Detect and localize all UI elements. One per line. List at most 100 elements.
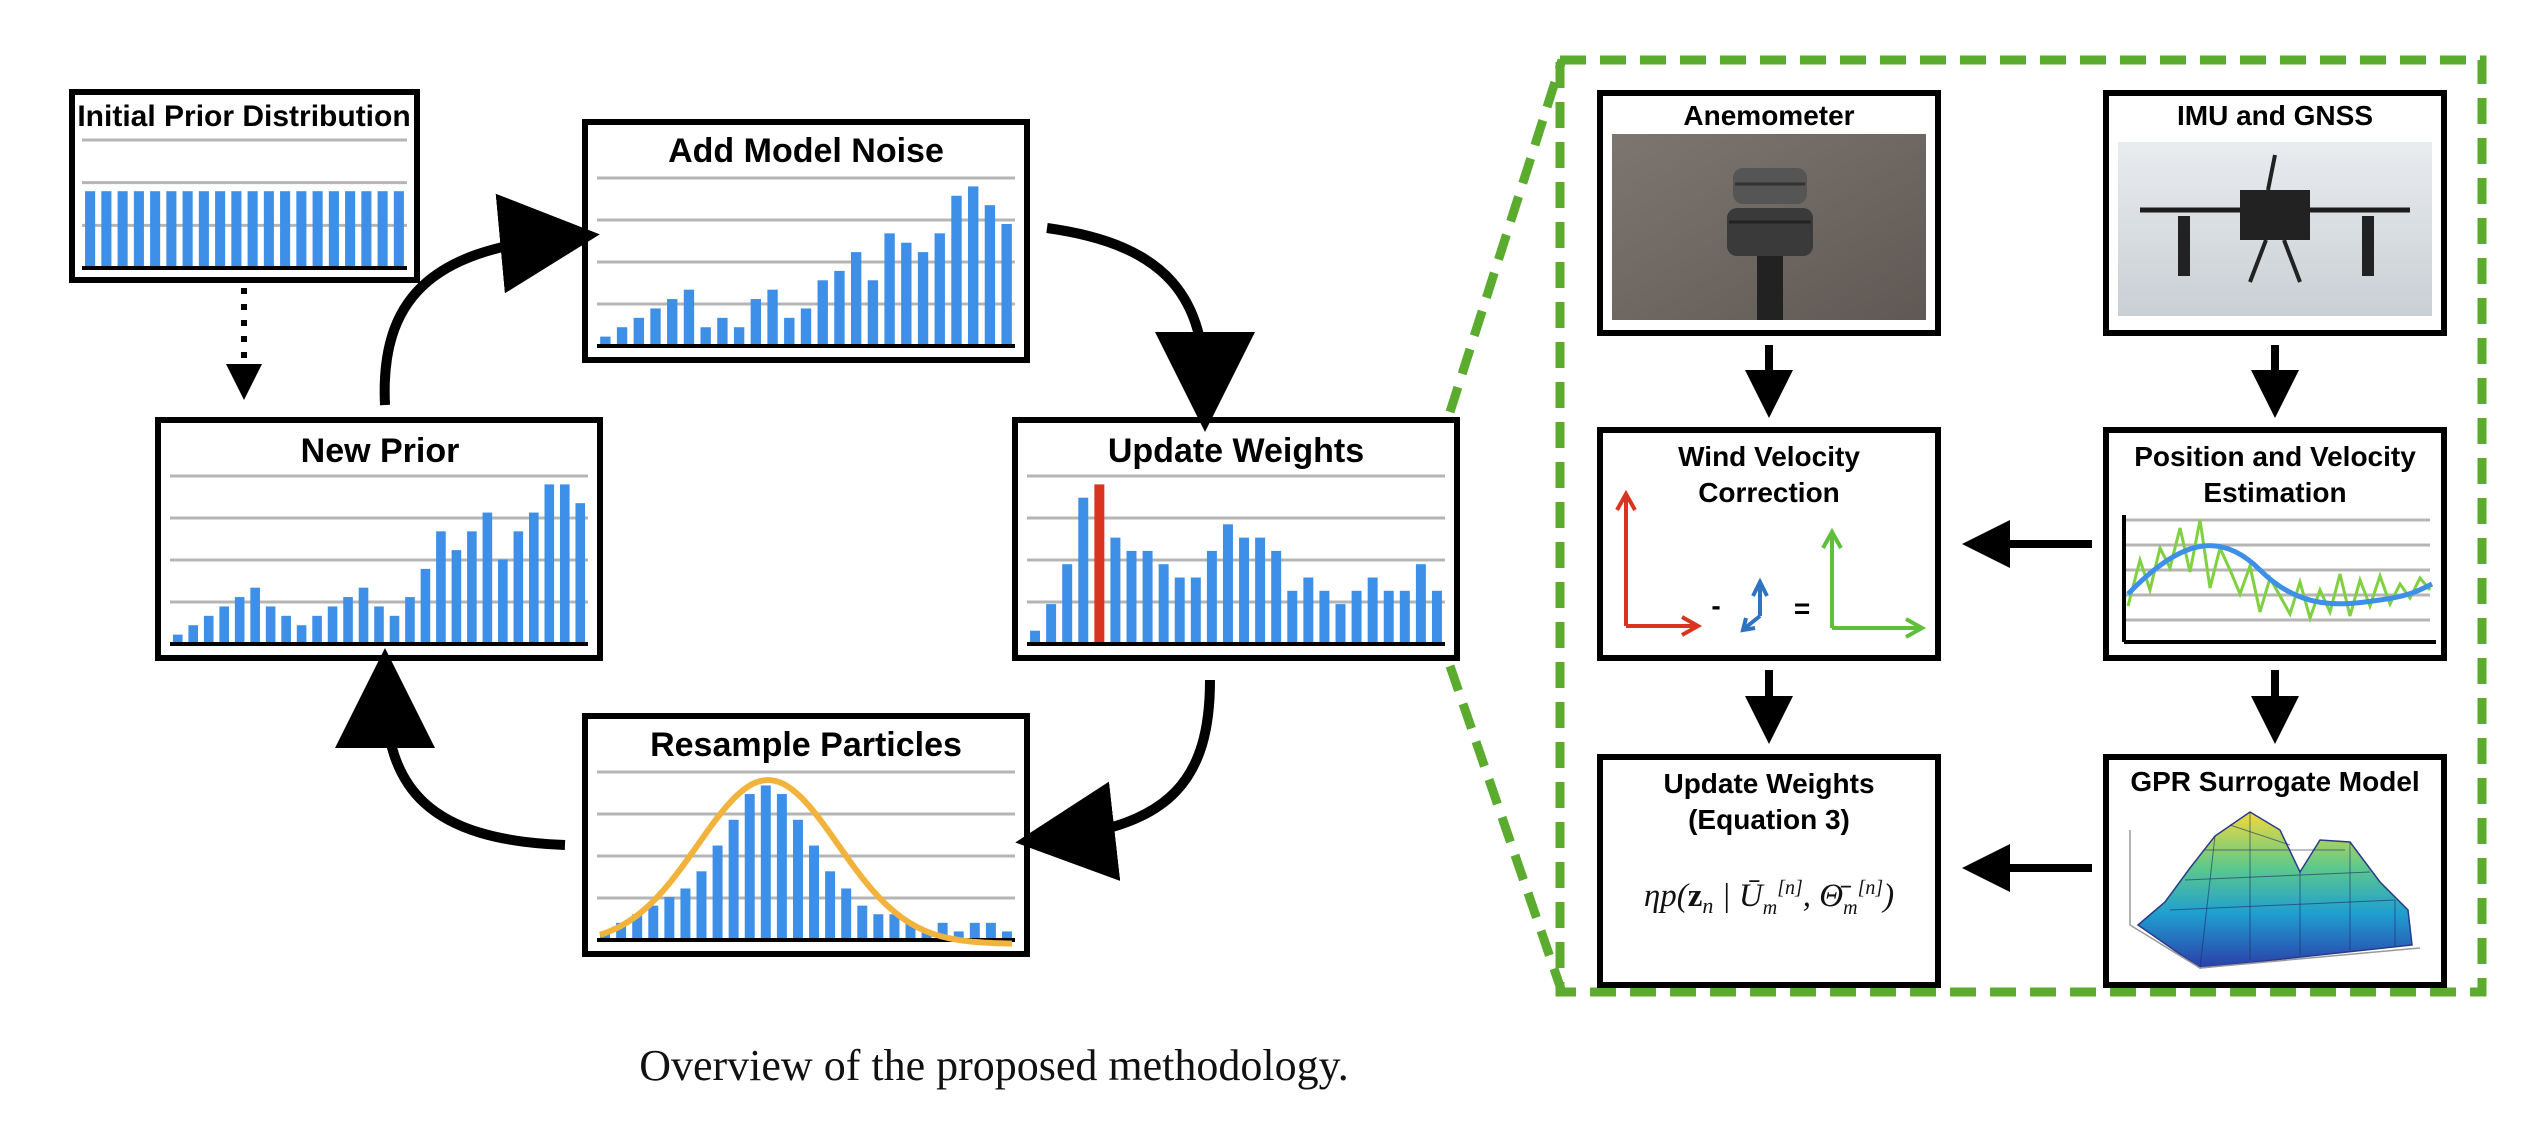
add-model-noise-panel: Add Model Noise (582, 119, 1030, 363)
bar (420, 568, 431, 644)
wind-velocity-panel: Wind Velocity Correction - = (1597, 427, 1941, 661)
bar (133, 191, 144, 268)
bar (498, 559, 508, 644)
bar (544, 484, 555, 644)
update-weights-chart (1027, 474, 1445, 646)
bar (219, 606, 229, 644)
bar (616, 327, 628, 346)
bar (1062, 564, 1073, 644)
bar (1126, 550, 1137, 644)
bar (265, 606, 276, 644)
arrow-update-to-resample (1015, 679, 1215, 881)
bar (792, 819, 803, 940)
resample-particles-title: Resample Particles (650, 726, 962, 764)
bar (1415, 564, 1426, 644)
bar (215, 191, 226, 268)
bar (889, 914, 900, 940)
initial-prior-chart (82, 138, 407, 270)
bar (809, 845, 820, 940)
update-weights-eq-panel: Update Weights (Equation 3) ηp(zn | Ūm[n… (1597, 754, 1941, 988)
update-weights-title: Update Weights (1108, 432, 1364, 470)
bar (296, 191, 307, 268)
bar (667, 299, 678, 346)
bar (263, 191, 274, 268)
bar (744, 794, 755, 940)
bar (834, 270, 845, 346)
bar (85, 191, 96, 268)
gpr-surface-plot (2129, 811, 2421, 969)
position-velocity-title-1: Position and Velocity (2134, 441, 2416, 472)
bar (312, 191, 323, 268)
bar (825, 871, 836, 940)
bar (513, 531, 524, 644)
bar (377, 191, 388, 268)
bar (776, 794, 787, 940)
bar (345, 191, 356, 268)
bar (969, 922, 980, 940)
bar (312, 615, 322, 644)
bar (451, 550, 462, 644)
bar (467, 531, 477, 644)
bar (374, 606, 384, 644)
bar (600, 336, 611, 346)
resample-particles-panel: Resample Particles (582, 713, 1030, 957)
bar (984, 205, 996, 346)
bar (917, 252, 929, 346)
bar (767, 289, 778, 346)
bar (733, 327, 745, 346)
resample-particles-chart (597, 770, 1015, 942)
bar (280, 191, 291, 268)
bar (1142, 550, 1153, 644)
bar (101, 191, 112, 268)
bar (393, 191, 404, 268)
bar (616, 922, 627, 940)
update-weights-eq-title-2: (Equation 3) (1688, 804, 1850, 835)
bar (182, 191, 193, 268)
initial-prior-panel: Initial Prior Distribution (69, 89, 420, 283)
vector-green (1821, 527, 1927, 639)
smoothed-estimate-line (2126, 543, 2434, 607)
bar (921, 931, 932, 940)
arrow-noise-to-update (1046, 223, 1255, 432)
arrow-resample-to-new-prior (335, 648, 566, 850)
bar (328, 191, 339, 268)
bar (529, 512, 539, 644)
bar (575, 503, 586, 644)
bar (188, 625, 199, 644)
bar (1001, 223, 1012, 346)
bar (968, 186, 979, 346)
sensor-detail-panel: Anemometer IMU and GNSS (1445, 55, 2487, 997)
gpr-model-panel: GPR Surrogate Model (2103, 754, 2447, 988)
vector-red (1615, 489, 1703, 637)
bar (172, 634, 183, 644)
bar (343, 597, 353, 644)
bar (857, 905, 868, 940)
update-weights-eq-title-1: Update Weights (1663, 768, 1874, 799)
bar (937, 922, 948, 940)
bar (850, 252, 862, 346)
bar (405, 597, 415, 644)
methodology-diagram: Initial Prior Distribution Add Model Noi… (69, 55, 2487, 997)
new-prior-panel: New Prior (155, 417, 603, 661)
bar (361, 191, 372, 268)
bar (1383, 590, 1394, 644)
bar (389, 615, 400, 644)
bar (683, 289, 695, 346)
bar (1030, 630, 1041, 644)
bar (934, 233, 945, 346)
bar (1174, 577, 1185, 644)
bar (633, 317, 644, 346)
bar (1319, 590, 1330, 644)
wind-velocity-title-2: Correction (1698, 477, 1840, 508)
bar (234, 597, 245, 644)
bar (784, 317, 795, 346)
bar (559, 484, 570, 644)
gpr-model-title: GPR Surrogate Model (2130, 766, 2419, 797)
bar (664, 897, 675, 940)
bar (760, 785, 771, 940)
bar (1158, 564, 1169, 644)
bar (841, 888, 852, 940)
add-model-noise-chart (597, 176, 1015, 348)
bar (231, 191, 242, 268)
bar (712, 845, 723, 940)
